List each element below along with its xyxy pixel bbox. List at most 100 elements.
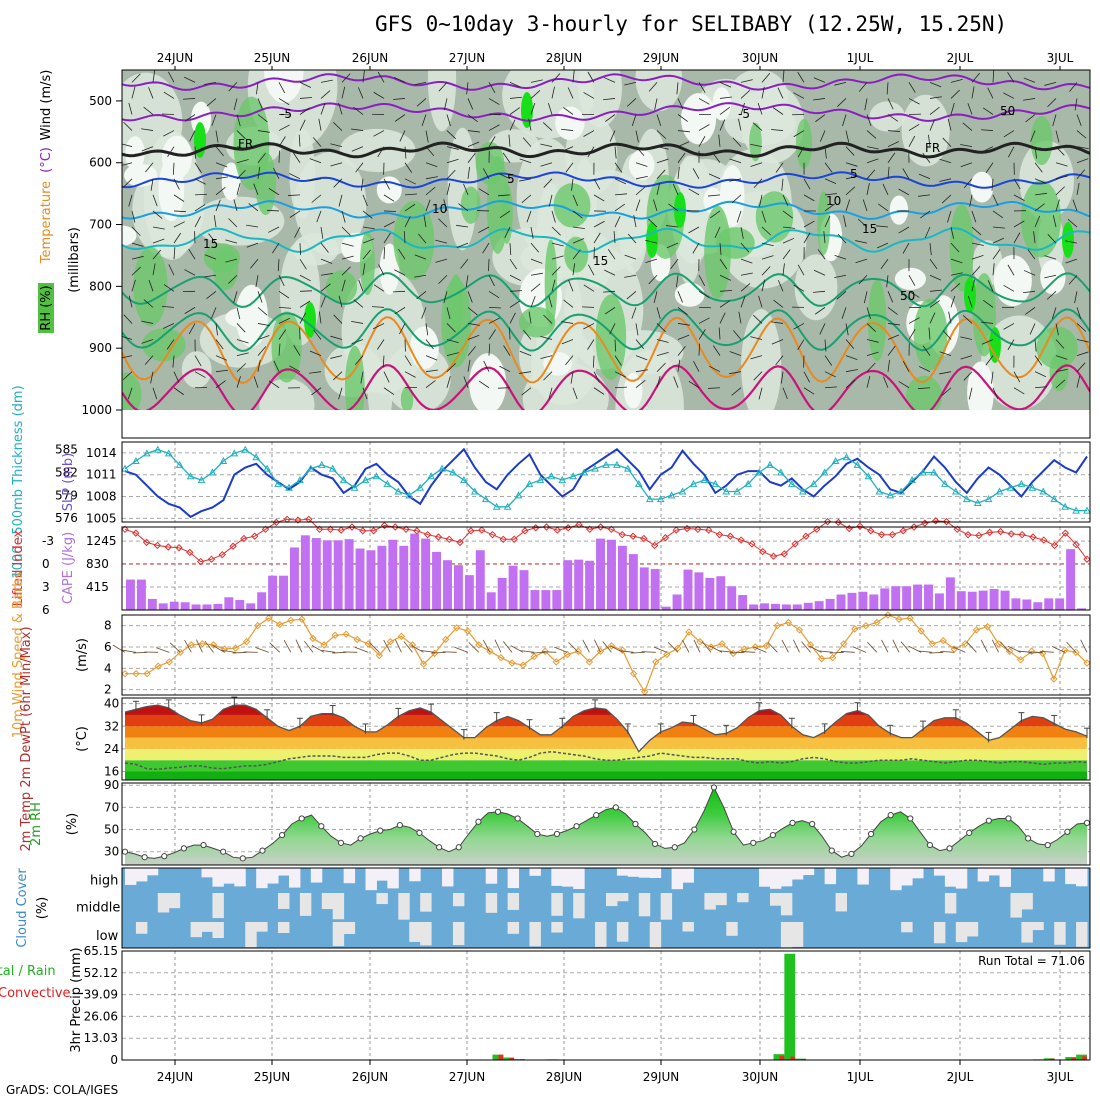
wind-barb: [362, 263, 366, 276]
wind-barb: [708, 173, 721, 180]
cloud-gap: [595, 922, 607, 947]
wind-barb: [712, 345, 721, 356]
rh-dry-patch: [259, 378, 315, 410]
wind-barb: [738, 118, 742, 131]
wind-barb: [211, 307, 217, 319]
contour-label: 50: [900, 289, 915, 303]
cloud-gap: [278, 922, 290, 933]
cape-bar: [978, 590, 988, 610]
cloud-gap: [343, 922, 356, 934]
wind-barb: [351, 128, 364, 131]
contour-5: [122, 171, 1090, 189]
wind-barb: [692, 168, 700, 179]
wind-barb: [855, 240, 868, 244]
cloud-gap: [1076, 868, 1088, 887]
cape-bar: [683, 569, 693, 610]
wind-barb: [551, 266, 561, 276]
thickness-point: [536, 476, 545, 484]
wind-barb: [922, 345, 931, 356]
wind-barb: [902, 168, 910, 180]
wind-barb: [131, 255, 144, 260]
wind-barb: [362, 70, 365, 83]
rh-point: [220, 848, 227, 855]
rh-very-dry-patch: [379, 243, 400, 295]
wind-barb: [864, 98, 868, 111]
contour-10: [122, 200, 1090, 221]
wind-barb: [341, 210, 346, 223]
wind-barb: [1013, 194, 1025, 202]
lifted-index-point: [521, 527, 529, 535]
thickness-point: [143, 449, 151, 457]
cloud-gap: [901, 922, 913, 933]
wind-barb: [273, 167, 280, 179]
wind-speed-point: [265, 614, 273, 622]
slp-axis-title: SLP (mb): [61, 453, 76, 512]
wind-barb: [551, 255, 564, 260]
wind-barb: [619, 650, 634, 653]
wind-barb: [793, 284, 805, 292]
wind-barb: [122, 371, 133, 381]
wind-barb: [1076, 146, 1089, 150]
thickness-point: [361, 476, 370, 484]
wind-barb: [338, 102, 343, 115]
wind-speed-point: [773, 621, 782, 630]
wind-barb: [648, 274, 658, 285]
lifted-tick-label: 3: [42, 580, 50, 594]
wind-speed-line: [125, 614, 1088, 694]
rh-point: [907, 815, 914, 822]
thickness-point: [667, 491, 676, 499]
precip-tick-label: 52.12: [84, 966, 118, 980]
wind-barb: [991, 639, 999, 653]
cloud-gap: [562, 868, 574, 887]
wind-barb: [561, 339, 574, 345]
wind-speed-point: [198, 640, 207, 648]
wind-speed-point: [508, 659, 516, 667]
wind-barb: [614, 355, 622, 366]
wind-barb: [184, 639, 192, 653]
thickness-point: [875, 487, 884, 495]
wind-barb: [803, 371, 810, 383]
wind-barb: [299, 97, 312, 99]
contour-minus5: [122, 102, 1090, 122]
lifted-index-point: [315, 525, 324, 534]
wind-speed-point: [298, 615, 306, 623]
wind-barb: [150, 371, 154, 384]
wind-barb: [968, 387, 973, 400]
wind-barb: [383, 387, 395, 395]
wind-barb: [740, 295, 746, 308]
cloud-gap: [638, 893, 651, 917]
wind-barb: [908, 82, 916, 93]
wind-barb: [876, 242, 889, 249]
wind-barb: [1034, 192, 1047, 196]
wind-barb: [530, 272, 543, 276]
wind-barb: [454, 646, 468, 653]
wind-barb: [752, 122, 763, 131]
contour-label: 5: [850, 167, 858, 181]
wind-barb: [603, 290, 616, 293]
wind-barb: [540, 355, 553, 360]
precip-convective-bar: [790, 1056, 796, 1060]
wind-speed-point: [1072, 648, 1080, 657]
thickness-point: [317, 460, 326, 468]
contour-label: FR: [238, 137, 253, 151]
wind-barb: [719, 650, 734, 653]
cape-bar: [279, 575, 288, 610]
rh-very-dry-patch: [221, 162, 241, 201]
cape-bar: [344, 539, 354, 610]
run-total-label: Run Total = 71.06: [978, 954, 1085, 968]
wind-speed-point: [253, 621, 262, 630]
precip-tick-label: 39.09: [84, 988, 118, 1002]
lifted-index-point: [1029, 533, 1037, 541]
wind-barb: [845, 379, 856, 389]
wind-barb: [482, 242, 490, 254]
thickness-tick-label: 585: [55, 443, 78, 457]
wind-barb: [152, 263, 156, 276]
wind-barb: [443, 291, 448, 304]
lifted-index-point: [748, 540, 756, 548]
wind-tick-label: 8: [104, 619, 112, 633]
wind-barb: [425, 146, 435, 157]
precip-total-bar: [784, 953, 796, 1060]
wind-barb: [236, 376, 241, 388]
wind-barb: [236, 352, 249, 356]
wind-barb: [373, 130, 385, 137]
